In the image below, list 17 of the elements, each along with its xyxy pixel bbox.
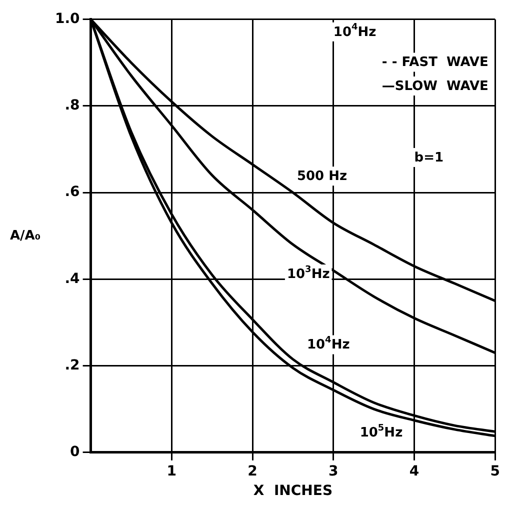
y-tick-label: 1.0: [54, 11, 80, 28]
annotation: b=1: [414, 150, 444, 166]
y-tick-label: .2: [64, 357, 80, 374]
x-tick-label: 3: [328, 463, 338, 480]
x-tick-label: 4: [409, 463, 420, 480]
annotation: —SLOW WAVE: [382, 78, 488, 94]
x-tick-label: 5: [490, 463, 500, 480]
series-label: 500 Hz: [296, 168, 348, 184]
y-tick-label: .4: [64, 270, 80, 287]
y-tick-label: .6: [64, 184, 80, 200]
x-axis-title: X INCHES: [253, 483, 333, 500]
y-tick-label: .8: [64, 98, 80, 114]
y-axis-title: A/A₀: [10, 228, 41, 244]
x-tick-label: 2: [248, 463, 258, 480]
y-tick-label: 0: [70, 444, 80, 460]
annotation: - - FAST WAVE: [382, 55, 488, 70]
x-tick-label: 1: [166, 463, 177, 480]
